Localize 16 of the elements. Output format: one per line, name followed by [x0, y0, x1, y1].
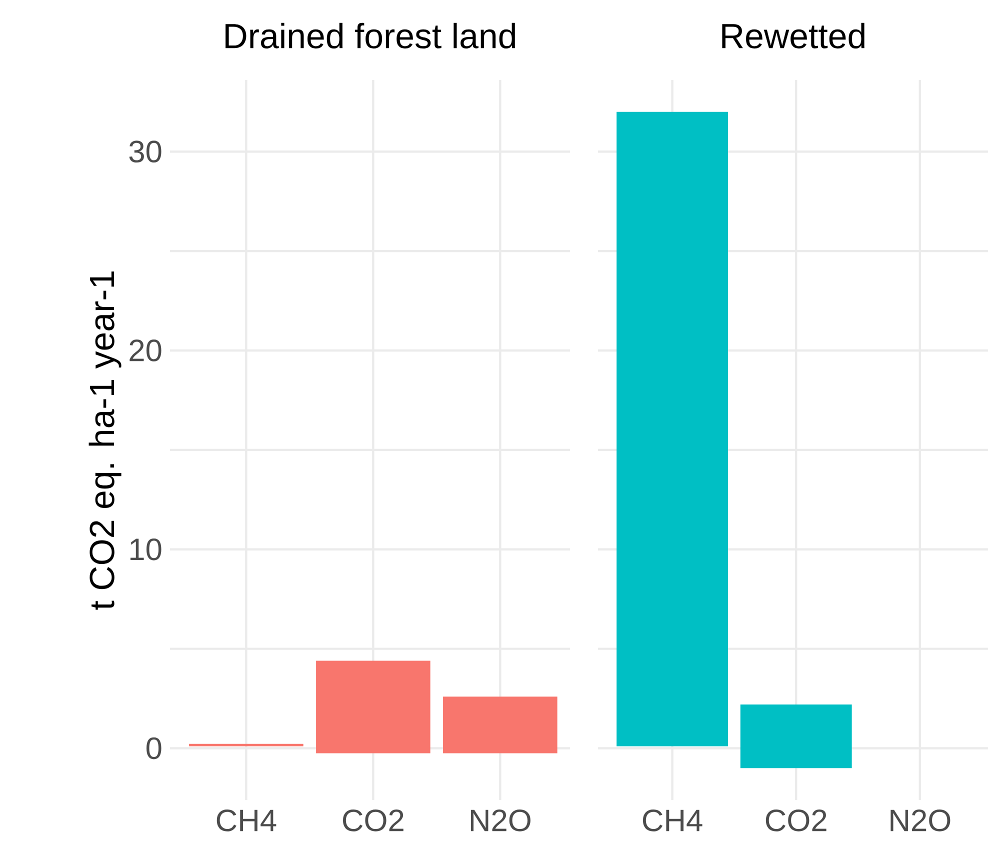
bar	[443, 696, 558, 754]
y-tick-label: 10	[130, 538, 162, 560]
x-tick-label: CO2	[766, 810, 826, 832]
y-tick-label: 20	[130, 340, 162, 362]
y-tick-label: 30	[129, 140, 162, 163]
x-tick-label: CO2	[342, 810, 404, 832]
y-axis-title: t CO2 eq. ha-1 year-1	[88, 272, 122, 610]
x-tick-label: CH4	[642, 810, 702, 832]
y-tick-label: 0	[146, 737, 162, 760]
x-tick-label: N2O	[470, 810, 530, 832]
chart-title: Drained forest land	[226, 22, 515, 48]
bar	[316, 660, 430, 754]
x-tick-label: N2O	[890, 810, 950, 832]
chart-title: Rewetted	[722, 22, 864, 48]
bar	[189, 744, 304, 746]
x-tick-label: CH4	[216, 810, 276, 832]
